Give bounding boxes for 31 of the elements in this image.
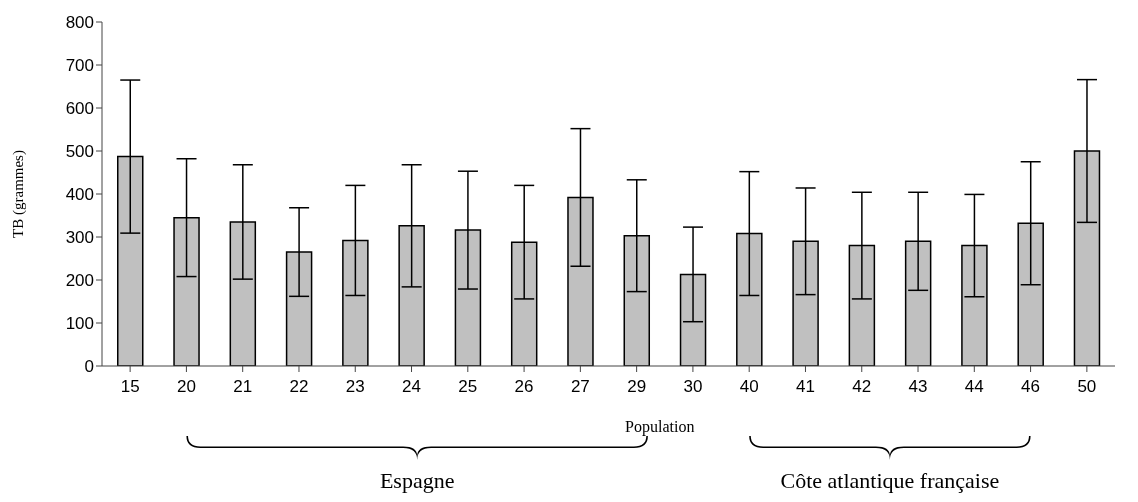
y-tick-label: 500 bbox=[65, 142, 94, 162]
text: Espagne bbox=[379, 468, 455, 493]
text: Côte atlantique française bbox=[780, 468, 1000, 493]
x-tick-label: 22 bbox=[289, 377, 309, 397]
x-tick-label: 41 bbox=[796, 377, 815, 397]
x-tick-label: 25 bbox=[458, 377, 478, 397]
x-tick-label: 24 bbox=[402, 377, 421, 397]
x-tick-label: 44 bbox=[964, 377, 984, 397]
y-tick-label: 100 bbox=[65, 314, 94, 334]
x-tick-label: 29 bbox=[627, 377, 647, 397]
y-tick-label: 700 bbox=[65, 56, 94, 76]
y-tick-label: 600 bbox=[65, 99, 94, 119]
x-tick-label: 43 bbox=[908, 377, 928, 397]
y-tick-label: 0 bbox=[84, 357, 94, 377]
x-tick-label: 15 bbox=[120, 377, 140, 397]
x-tick-label: 46 bbox=[1021, 377, 1041, 397]
x-tick-label: 27 bbox=[570, 377, 590, 397]
x-tick-label: 20 bbox=[176, 377, 196, 397]
x-tick-label: 40 bbox=[739, 377, 759, 397]
y-tick-label: 300 bbox=[65, 228, 94, 248]
y-tick-label: 400 bbox=[65, 185, 94, 205]
x-tick-label: 23 bbox=[345, 377, 365, 397]
x-tick-label: 50 bbox=[1077, 377, 1097, 397]
y-axis-title: TB (grammes) bbox=[10, 150, 28, 238]
x-tick-label: 21 bbox=[233, 377, 253, 397]
x-tick-label: 30 bbox=[683, 377, 703, 397]
y-tick-label: 200 bbox=[65, 271, 94, 291]
x-axis-title: Population bbox=[625, 418, 695, 436]
x-tick-label: 42 bbox=[852, 377, 872, 397]
y-tick-label: 800 bbox=[65, 13, 94, 33]
x-tick-label: 26 bbox=[514, 377, 534, 397]
